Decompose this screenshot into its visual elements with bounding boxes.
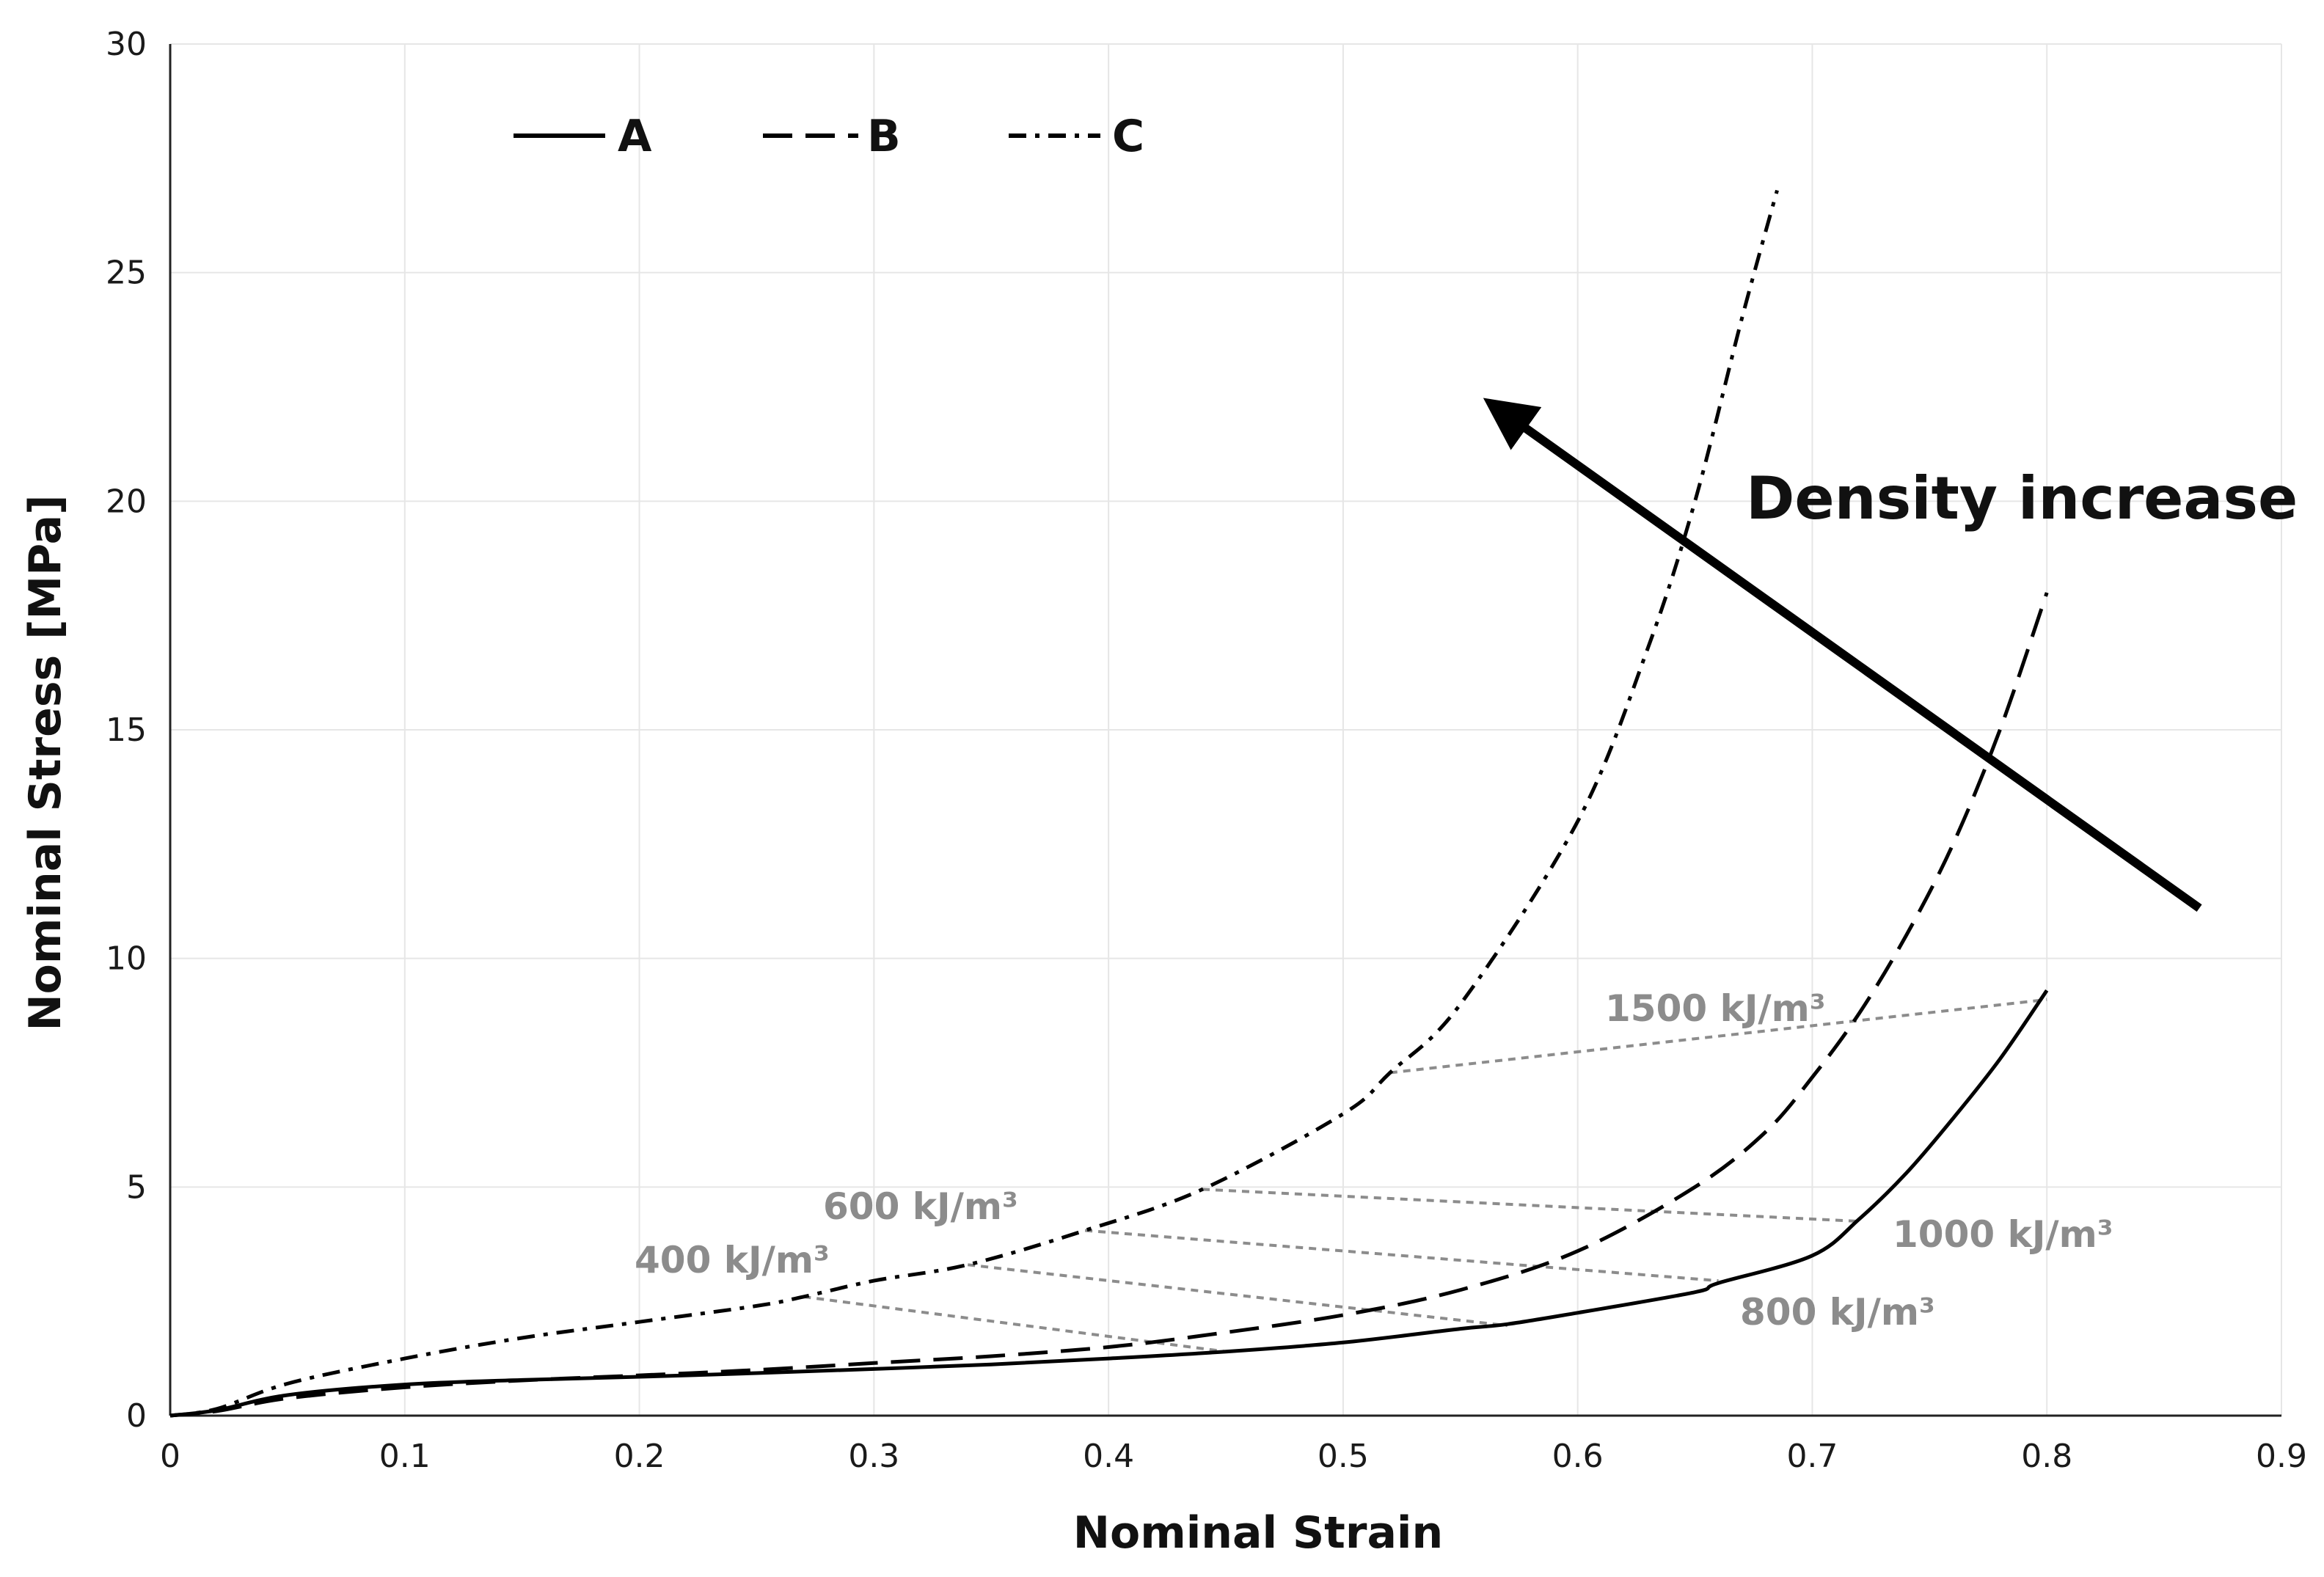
legend-label-a: A [618,111,652,162]
x-tick-label: 0.9 [2256,1438,2307,1475]
legend-label-b: B [867,111,901,162]
iso-energy-lines [803,998,2047,1353]
iso-energy-line [1202,1188,1860,1223]
x-tick-label: 0.5 [1318,1438,1369,1475]
iso-energy-line [803,1295,1227,1353]
x-tick-label: 0.1 [379,1438,431,1475]
y-tick-label: 20 [106,483,147,520]
iso-energy-line [968,1263,1508,1328]
y-tick-label: 25 [106,255,147,292]
series-line-b [169,592,2049,1418]
iso-energy-line [1084,1229,1719,1283]
x-tick-label: 0.6 [1552,1438,1604,1475]
tick-labels: 0 0.1 0.2 0.3 0.4 0.5 0.6 0.7 0.8 0.9 0 5 10 15 20 25 30 [106,26,2307,1475]
grid [170,43,2282,1416]
iso-label-1000: 1000 kJ/m³ [1893,1213,2113,1256]
x-tick-label: 0.4 [1083,1438,1134,1475]
legend-label-c: C [1112,111,1144,162]
y-tick-label: 0 [126,1397,147,1435]
x-tick-label: 0.3 [848,1438,899,1475]
series-line-a [169,989,2049,1418]
x-tick-label: 0.8 [2021,1438,2072,1475]
density-increase-label: Density increase [1746,464,2298,533]
density-arrow [1483,398,2202,912]
x-tick-label: 0 [160,1438,180,1475]
y-tick-label: 30 [106,26,147,63]
series-lines [169,189,2049,1418]
annotation [1483,398,2202,912]
iso-label-400: 400 kJ/m³ [635,1239,830,1281]
iso-label-800: 800 kJ/m³ [1740,1291,1935,1333]
legend: A B C [514,111,1144,162]
y-tick-label: 15 [106,711,147,749]
x-tick-label: 0.7 [1786,1438,1838,1475]
y-tick-label: 10 [106,940,147,978]
x-axis-title: Nominal Strain [1073,1507,1443,1559]
x-tick-label: 0.2 [614,1438,665,1475]
series-line-c [169,189,1779,1418]
iso-label-1500: 1500 kJ/m³ [1605,987,1826,1030]
y-tick-label: 5 [126,1168,147,1206]
y-axis-title: Nominal Stress [MPa] [20,494,71,1031]
iso-label-600: 600 kJ/m³ [823,1185,1018,1228]
axes [169,44,2281,1417]
iso-energy-line [1389,998,2047,1075]
